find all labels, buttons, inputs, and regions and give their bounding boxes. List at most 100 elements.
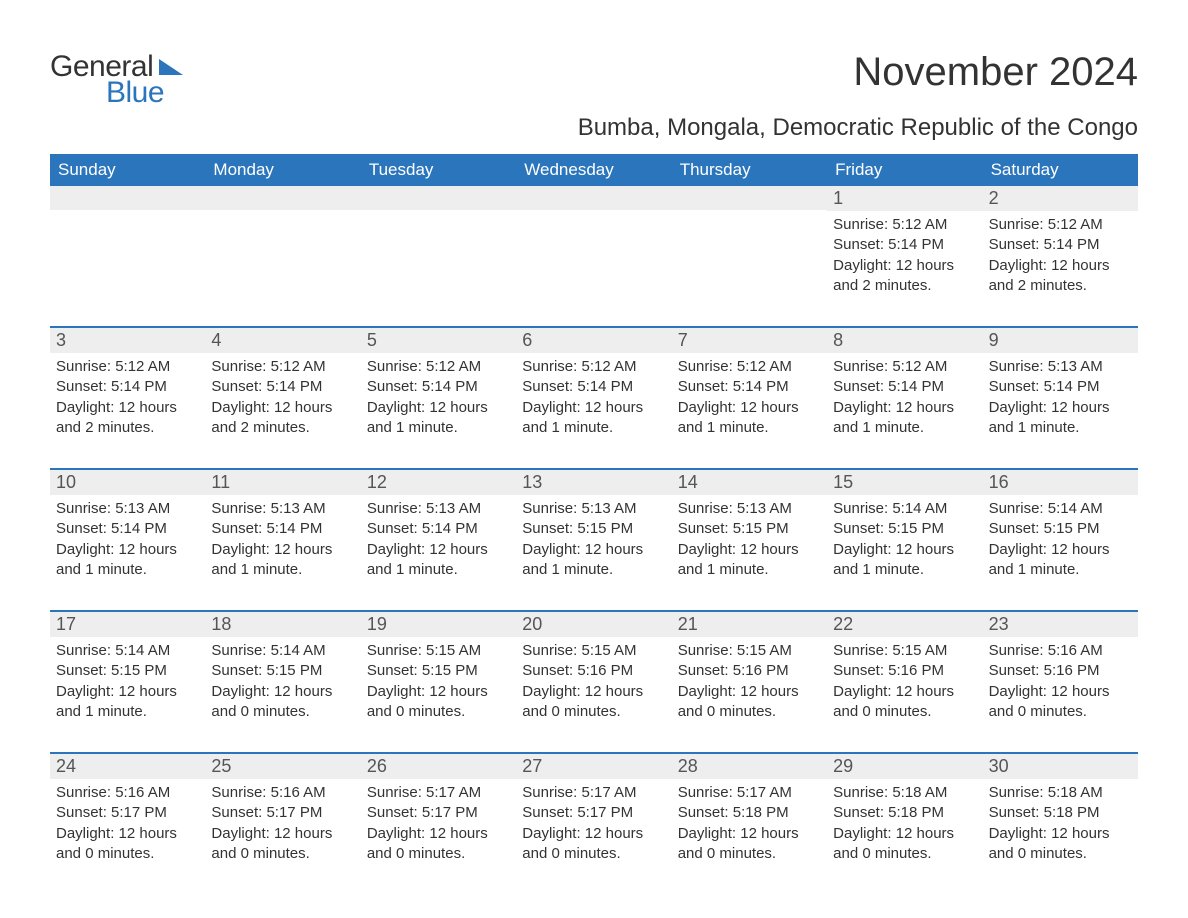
day-number: 9 bbox=[983, 328, 1138, 353]
sunset-text: Sunset: 5:14 PM bbox=[211, 377, 354, 397]
sunset-text: Sunset: 5:14 PM bbox=[833, 377, 976, 397]
calendar-cell: 30Sunrise: 5:18 AMSunset: 5:18 PMDayligh… bbox=[983, 754, 1138, 894]
sunset-text: Sunset: 5:17 PM bbox=[367, 803, 510, 823]
day-number: 28 bbox=[672, 754, 827, 779]
sunrise-text: Sunrise: 5:12 AM bbox=[833, 215, 976, 235]
sunrise-text: Sunrise: 5:17 AM bbox=[678, 783, 821, 803]
sunrise-text: Sunrise: 5:13 AM bbox=[367, 499, 510, 519]
sunrise-text: Sunrise: 5:12 AM bbox=[367, 357, 510, 377]
calendar-cell: 22Sunrise: 5:15 AMSunset: 5:16 PMDayligh… bbox=[827, 612, 982, 752]
sunrise-text: Sunrise: 5:13 AM bbox=[678, 499, 821, 519]
daylight-text: Daylight: 12 hours and 0 minutes. bbox=[56, 824, 199, 865]
day-number: 5 bbox=[361, 328, 516, 353]
calendar-cell: 4Sunrise: 5:12 AMSunset: 5:14 PMDaylight… bbox=[205, 328, 360, 468]
sunset-text: Sunset: 5:17 PM bbox=[211, 803, 354, 823]
sunset-text: Sunset: 5:16 PM bbox=[522, 661, 665, 681]
sunrise-text: Sunrise: 5:13 AM bbox=[211, 499, 354, 519]
sunset-text: Sunset: 5:14 PM bbox=[56, 519, 199, 539]
calendar-cell: 23Sunrise: 5:16 AMSunset: 5:16 PMDayligh… bbox=[983, 612, 1138, 752]
calendar-cell: 8Sunrise: 5:12 AMSunset: 5:14 PMDaylight… bbox=[827, 328, 982, 468]
sunrise-text: Sunrise: 5:12 AM bbox=[56, 357, 199, 377]
daylight-text: Daylight: 12 hours and 2 minutes. bbox=[989, 256, 1132, 297]
logo: General Blue bbox=[50, 50, 183, 110]
sunset-text: Sunset: 5:16 PM bbox=[833, 661, 976, 681]
day-header: Sunday bbox=[50, 154, 205, 186]
daylight-text: Daylight: 12 hours and 0 minutes. bbox=[833, 682, 976, 723]
sunrise-text: Sunrise: 5:12 AM bbox=[211, 357, 354, 377]
sunrise-text: Sunrise: 5:13 AM bbox=[989, 357, 1132, 377]
day-header: Friday bbox=[827, 154, 982, 186]
daylight-text: Daylight: 12 hours and 0 minutes. bbox=[989, 682, 1132, 723]
daylight-text: Daylight: 12 hours and 0 minutes. bbox=[989, 824, 1132, 865]
logo-text-blue: Blue bbox=[106, 76, 183, 110]
header: General Blue November 2024 bbox=[50, 50, 1138, 110]
calendar-cell: 3Sunrise: 5:12 AMSunset: 5:14 PMDaylight… bbox=[50, 328, 205, 468]
daylight-text: Daylight: 12 hours and 1 minute. bbox=[522, 398, 665, 439]
sunset-text: Sunset: 5:14 PM bbox=[211, 519, 354, 539]
calendar-cell: 15Sunrise: 5:14 AMSunset: 5:15 PMDayligh… bbox=[827, 470, 982, 610]
cell-body: Sunrise: 5:18 AMSunset: 5:18 PMDaylight:… bbox=[827, 779, 982, 870]
calendar-cell: 29Sunrise: 5:18 AMSunset: 5:18 PMDayligh… bbox=[827, 754, 982, 894]
day-number: 6 bbox=[516, 328, 671, 353]
daylight-text: Daylight: 12 hours and 0 minutes. bbox=[678, 824, 821, 865]
sunset-text: Sunset: 5:16 PM bbox=[678, 661, 821, 681]
day-number: 14 bbox=[672, 470, 827, 495]
sunrise-text: Sunrise: 5:12 AM bbox=[678, 357, 821, 377]
daylight-text: Daylight: 12 hours and 1 minute. bbox=[56, 540, 199, 581]
day-number: 24 bbox=[50, 754, 205, 779]
daylight-text: Daylight: 12 hours and 2 minutes. bbox=[211, 398, 354, 439]
day-number: 1 bbox=[827, 186, 982, 211]
calendar-cell-empty bbox=[361, 186, 516, 326]
cell-body: Sunrise: 5:17 AMSunset: 5:17 PMDaylight:… bbox=[361, 779, 516, 870]
day-number: 7 bbox=[672, 328, 827, 353]
calendar-cell: 14Sunrise: 5:13 AMSunset: 5:15 PMDayligh… bbox=[672, 470, 827, 610]
sunset-text: Sunset: 5:14 PM bbox=[56, 377, 199, 397]
cell-body: Sunrise: 5:12 AMSunset: 5:14 PMDaylight:… bbox=[983, 211, 1138, 302]
daylight-text: Daylight: 12 hours and 1 minute. bbox=[989, 540, 1132, 581]
day-number: 10 bbox=[50, 470, 205, 495]
calendar-cell: 6Sunrise: 5:12 AMSunset: 5:14 PMDaylight… bbox=[516, 328, 671, 468]
cell-body: Sunrise: 5:12 AMSunset: 5:14 PMDaylight:… bbox=[205, 353, 360, 444]
calendar-cell-empty bbox=[516, 186, 671, 326]
day-number bbox=[361, 186, 516, 210]
sunrise-text: Sunrise: 5:15 AM bbox=[367, 641, 510, 661]
day-number: 25 bbox=[205, 754, 360, 779]
sunset-text: Sunset: 5:14 PM bbox=[678, 377, 821, 397]
day-number: 26 bbox=[361, 754, 516, 779]
daylight-text: Daylight: 12 hours and 2 minutes. bbox=[56, 398, 199, 439]
sunrise-text: Sunrise: 5:15 AM bbox=[678, 641, 821, 661]
cell-body: Sunrise: 5:13 AMSunset: 5:14 PMDaylight:… bbox=[361, 495, 516, 586]
daylight-text: Daylight: 12 hours and 1 minute. bbox=[833, 398, 976, 439]
calendar-cell: 28Sunrise: 5:17 AMSunset: 5:18 PMDayligh… bbox=[672, 754, 827, 894]
calendar-cell: 1Sunrise: 5:12 AMSunset: 5:14 PMDaylight… bbox=[827, 186, 982, 326]
day-number bbox=[672, 186, 827, 210]
cell-body: Sunrise: 5:12 AMSunset: 5:14 PMDaylight:… bbox=[361, 353, 516, 444]
daylight-text: Daylight: 12 hours and 0 minutes. bbox=[211, 824, 354, 865]
day-header: Thursday bbox=[672, 154, 827, 186]
cell-body: Sunrise: 5:15 AMSunset: 5:15 PMDaylight:… bbox=[361, 637, 516, 728]
daylight-text: Daylight: 12 hours and 1 minute. bbox=[367, 540, 510, 581]
day-number: 27 bbox=[516, 754, 671, 779]
sunrise-text: Sunrise: 5:18 AM bbox=[989, 783, 1132, 803]
day-number: 22 bbox=[827, 612, 982, 637]
sunset-text: Sunset: 5:14 PM bbox=[989, 235, 1132, 255]
cell-body: Sunrise: 5:13 AMSunset: 5:14 PMDaylight:… bbox=[983, 353, 1138, 444]
cell-body: Sunrise: 5:13 AMSunset: 5:14 PMDaylight:… bbox=[205, 495, 360, 586]
sunrise-text: Sunrise: 5:12 AM bbox=[522, 357, 665, 377]
calendar-cell: 25Sunrise: 5:16 AMSunset: 5:17 PMDayligh… bbox=[205, 754, 360, 894]
calendar-cell: 9Sunrise: 5:13 AMSunset: 5:14 PMDaylight… bbox=[983, 328, 1138, 468]
page-title: November 2024 bbox=[853, 50, 1138, 95]
calendar-cell: 26Sunrise: 5:17 AMSunset: 5:17 PMDayligh… bbox=[361, 754, 516, 894]
sunset-text: Sunset: 5:17 PM bbox=[56, 803, 199, 823]
calendar-week: 24Sunrise: 5:16 AMSunset: 5:17 PMDayligh… bbox=[50, 752, 1138, 894]
calendar-week: 1Sunrise: 5:12 AMSunset: 5:14 PMDaylight… bbox=[50, 186, 1138, 326]
cell-body: Sunrise: 5:17 AMSunset: 5:18 PMDaylight:… bbox=[672, 779, 827, 870]
sunrise-text: Sunrise: 5:15 AM bbox=[522, 641, 665, 661]
sunrise-text: Sunrise: 5:17 AM bbox=[367, 783, 510, 803]
sunrise-text: Sunrise: 5:12 AM bbox=[989, 215, 1132, 235]
daylight-text: Daylight: 12 hours and 0 minutes. bbox=[522, 824, 665, 865]
calendar-cell: 2Sunrise: 5:12 AMSunset: 5:14 PMDaylight… bbox=[983, 186, 1138, 326]
calendar-week: 17Sunrise: 5:14 AMSunset: 5:15 PMDayligh… bbox=[50, 610, 1138, 752]
sunset-text: Sunset: 5:15 PM bbox=[522, 519, 665, 539]
day-number: 8 bbox=[827, 328, 982, 353]
